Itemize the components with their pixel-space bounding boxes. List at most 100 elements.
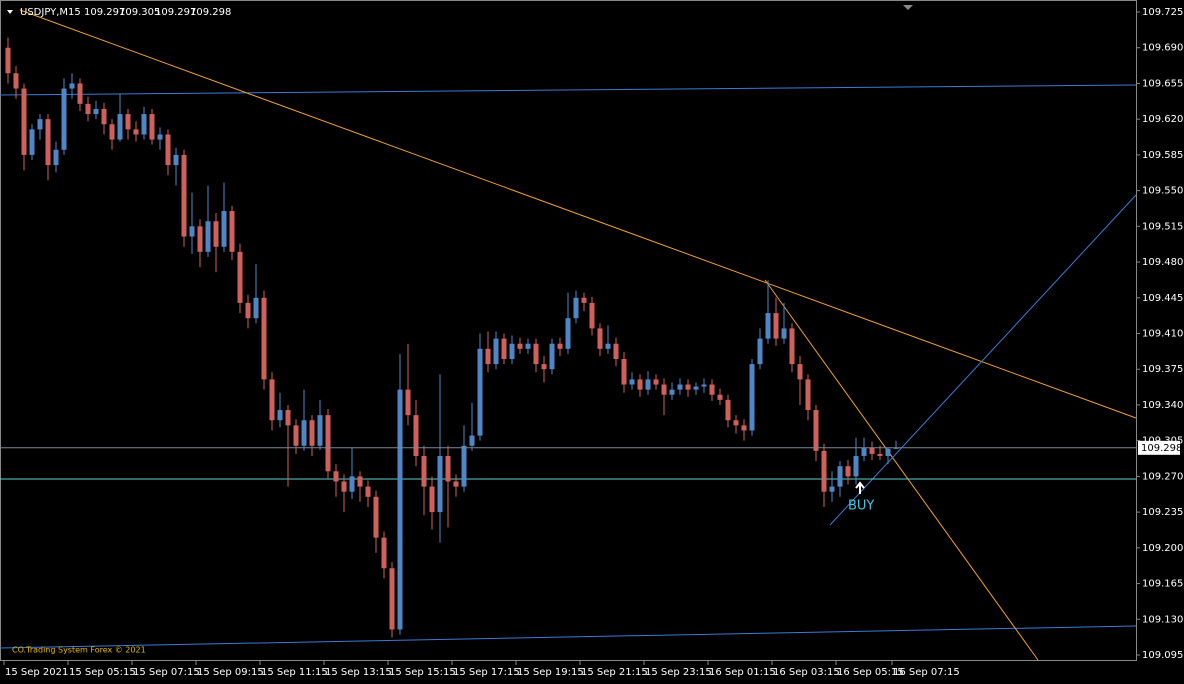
trendline: [19, 9, 1137, 419]
y-tick-label: 109.270: [1142, 471, 1183, 482]
candle-body: [805, 379, 811, 411]
trendline: [829, 194, 1137, 526]
candle-body: [589, 302, 595, 329]
y-tick-label: 109.515: [1142, 221, 1183, 232]
y-tick-label: 109.655: [1142, 78, 1183, 89]
candle-body: [621, 359, 627, 385]
y-tick-label: 109.410: [1142, 329, 1183, 340]
candle-body: [453, 481, 459, 487]
candle-body: [285, 410, 291, 426]
candle-body: [165, 134, 171, 166]
candle-body: [469, 435, 475, 446]
candle-body: [573, 297, 579, 319]
header-open: 109.297: [84, 7, 125, 18]
candle-body: [317, 415, 323, 446]
candle-body: [197, 226, 203, 252]
candle-body: [157, 134, 163, 140]
candle-body: [237, 251, 243, 303]
candle-body: [357, 476, 363, 487]
candle-body: [493, 338, 499, 365]
x-tick-label: 15 Sep 15:15: [389, 667, 456, 678]
y-tick-label: 109.585: [1142, 150, 1183, 161]
candle-body: [61, 88, 67, 150]
candle-body: [37, 119, 43, 130]
header-low: 109.297: [155, 7, 196, 18]
channel-bottom: [0, 625, 1137, 649]
candle-body: [141, 114, 147, 135]
candle-body: [21, 88, 27, 155]
candle-body: [189, 226, 195, 237]
candle-body: [149, 114, 155, 140]
price-box-label: 109.298: [1141, 443, 1182, 454]
y-tick-label: 109.690: [1142, 43, 1183, 54]
candle-body: [629, 379, 635, 385]
candle-body: [637, 379, 643, 390]
candle-body: [541, 364, 547, 370]
candle-body: [397, 389, 403, 630]
candle-body: [229, 211, 235, 252]
candle-body: [45, 119, 51, 166]
footer: CO.Trading System Forex © 2021: [12, 646, 146, 655]
candle-body: [757, 338, 763, 365]
y-tick-label: 109.165: [1142, 579, 1183, 590]
candle-body: [413, 415, 419, 456]
candle-body: [869, 447, 875, 454]
candle-body: [517, 343, 523, 349]
candle-body: [725, 399, 731, 421]
x-tick-label: 16 Sep 01:15: [709, 667, 776, 678]
candle-body: [813, 410, 819, 451]
candle-body: [309, 420, 315, 446]
x-tick-label: 15 Sep 21:15: [581, 667, 648, 678]
y-tick-label: 109.375: [1142, 364, 1183, 375]
x-tick-label: 15 Sep 05:15: [69, 667, 136, 678]
candle-body: [829, 486, 835, 492]
candle-body: [669, 389, 675, 395]
candle-body: [549, 343, 555, 370]
candle-body: [885, 448, 891, 456]
candle-body: [477, 348, 483, 436]
candle-body: [117, 114, 123, 140]
candle-body: [245, 302, 251, 319]
candle-body: [845, 466, 851, 477]
candle-body: [533, 343, 539, 365]
menu-arrow: [7, 10, 13, 14]
candle-body: [173, 154, 179, 166]
candle-body: [701, 384, 707, 387]
candle-body: [221, 211, 227, 247]
candle-body: [501, 338, 507, 360]
candle-body: [213, 221, 219, 247]
candle-body: [861, 447, 867, 456]
x-tick-label: 15 Sep 17:15: [453, 667, 520, 678]
candle-body: [445, 455, 451, 482]
x-tick-label: 15 Sep 23:15: [645, 667, 712, 678]
candle-body: [693, 386, 699, 390]
candle-body: [405, 389, 411, 416]
candle-body: [773, 313, 779, 339]
candle-body: [293, 425, 299, 446]
candle-body: [765, 313, 771, 339]
candle-body: [261, 297, 267, 380]
candle-body: [509, 343, 515, 360]
price-box: [1138, 440, 1180, 455]
y-tick-label: 109.620: [1142, 114, 1183, 125]
candle-body: [893, 447, 899, 449]
y-tick-label: 109.235: [1142, 507, 1183, 518]
candle-body: [781, 328, 787, 339]
candle-body: [485, 348, 491, 365]
candle-body: [13, 73, 19, 89]
candle-body: [837, 466, 843, 487]
candle-body: [565, 318, 571, 349]
candle-body: [597, 328, 603, 349]
header-high: 109.305: [119, 7, 160, 18]
candle-body: [877, 453, 883, 456]
channel-top: [0, 84, 1137, 96]
x-tick-label: 15 Sep 07:15: [133, 667, 200, 678]
candle-body: [373, 496, 379, 538]
candle-body: [133, 129, 139, 135]
candle-body: [645, 379, 651, 390]
x-tick-label: 16 Sep 07:15: [893, 667, 960, 678]
y-tick-label: 109.550: [1142, 186, 1183, 197]
y-tick-label: 109.340: [1142, 400, 1183, 411]
plot-border: [0, 0, 1137, 661]
